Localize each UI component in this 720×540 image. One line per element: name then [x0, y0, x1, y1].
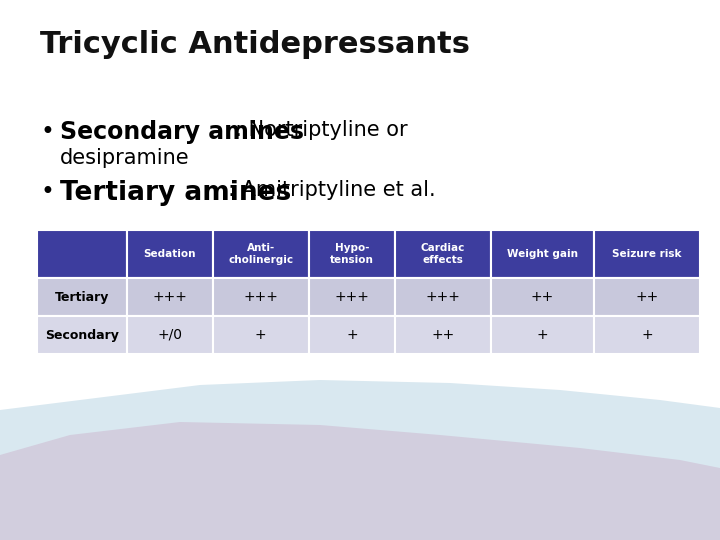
Text: +: + [536, 328, 549, 342]
FancyBboxPatch shape [491, 316, 594, 354]
FancyBboxPatch shape [309, 316, 395, 354]
Polygon shape [0, 380, 720, 540]
Text: +/0: +/0 [157, 328, 182, 342]
FancyBboxPatch shape [127, 230, 212, 278]
Text: Tertiary: Tertiary [55, 291, 109, 303]
FancyBboxPatch shape [395, 278, 491, 316]
Text: •: • [40, 120, 54, 144]
Text: +: + [255, 328, 266, 342]
FancyBboxPatch shape [37, 316, 127, 354]
FancyBboxPatch shape [491, 278, 594, 316]
Text: Cardiac
effects: Cardiac effects [421, 243, 465, 265]
FancyBboxPatch shape [309, 278, 395, 316]
Text: +++: +++ [243, 290, 278, 304]
Text: desipramine: desipramine [60, 148, 189, 168]
Text: •: • [40, 180, 54, 204]
Text: Tricyclic Antidepressants: Tricyclic Antidepressants [40, 30, 470, 59]
FancyBboxPatch shape [37, 278, 127, 316]
Text: +++: +++ [152, 290, 187, 304]
FancyBboxPatch shape [127, 278, 212, 316]
Text: : Amitriptyline et al.: : Amitriptyline et al. [228, 180, 436, 200]
Text: +++: +++ [335, 290, 369, 304]
Text: Hypo-
tension: Hypo- tension [330, 243, 374, 265]
FancyBboxPatch shape [127, 316, 212, 354]
Text: Seizure risk: Seizure risk [612, 249, 682, 259]
FancyBboxPatch shape [491, 230, 594, 278]
Text: : Nortriptyline or: : Nortriptyline or [235, 120, 408, 140]
Text: Weight gain: Weight gain [507, 249, 578, 259]
Polygon shape [0, 422, 720, 540]
Text: ++: ++ [431, 328, 455, 342]
FancyBboxPatch shape [594, 230, 700, 278]
FancyBboxPatch shape [37, 230, 127, 278]
FancyBboxPatch shape [594, 278, 700, 316]
FancyBboxPatch shape [212, 316, 309, 354]
Text: Secondary: Secondary [45, 328, 119, 341]
Text: ++: ++ [635, 290, 659, 304]
Text: Anti-
cholinergic: Anti- cholinergic [228, 243, 293, 265]
FancyBboxPatch shape [395, 316, 491, 354]
Text: +++: +++ [426, 290, 461, 304]
FancyBboxPatch shape [594, 316, 700, 354]
FancyBboxPatch shape [212, 278, 309, 316]
Text: +: + [641, 328, 653, 342]
FancyBboxPatch shape [395, 230, 491, 278]
Text: Secondary amines: Secondary amines [60, 120, 304, 144]
Text: Sedation: Sedation [143, 249, 196, 259]
FancyBboxPatch shape [212, 230, 309, 278]
Text: ++: ++ [531, 290, 554, 304]
FancyBboxPatch shape [309, 230, 395, 278]
Text: +: + [346, 328, 358, 342]
Text: Tertiary amines: Tertiary amines [60, 180, 292, 206]
